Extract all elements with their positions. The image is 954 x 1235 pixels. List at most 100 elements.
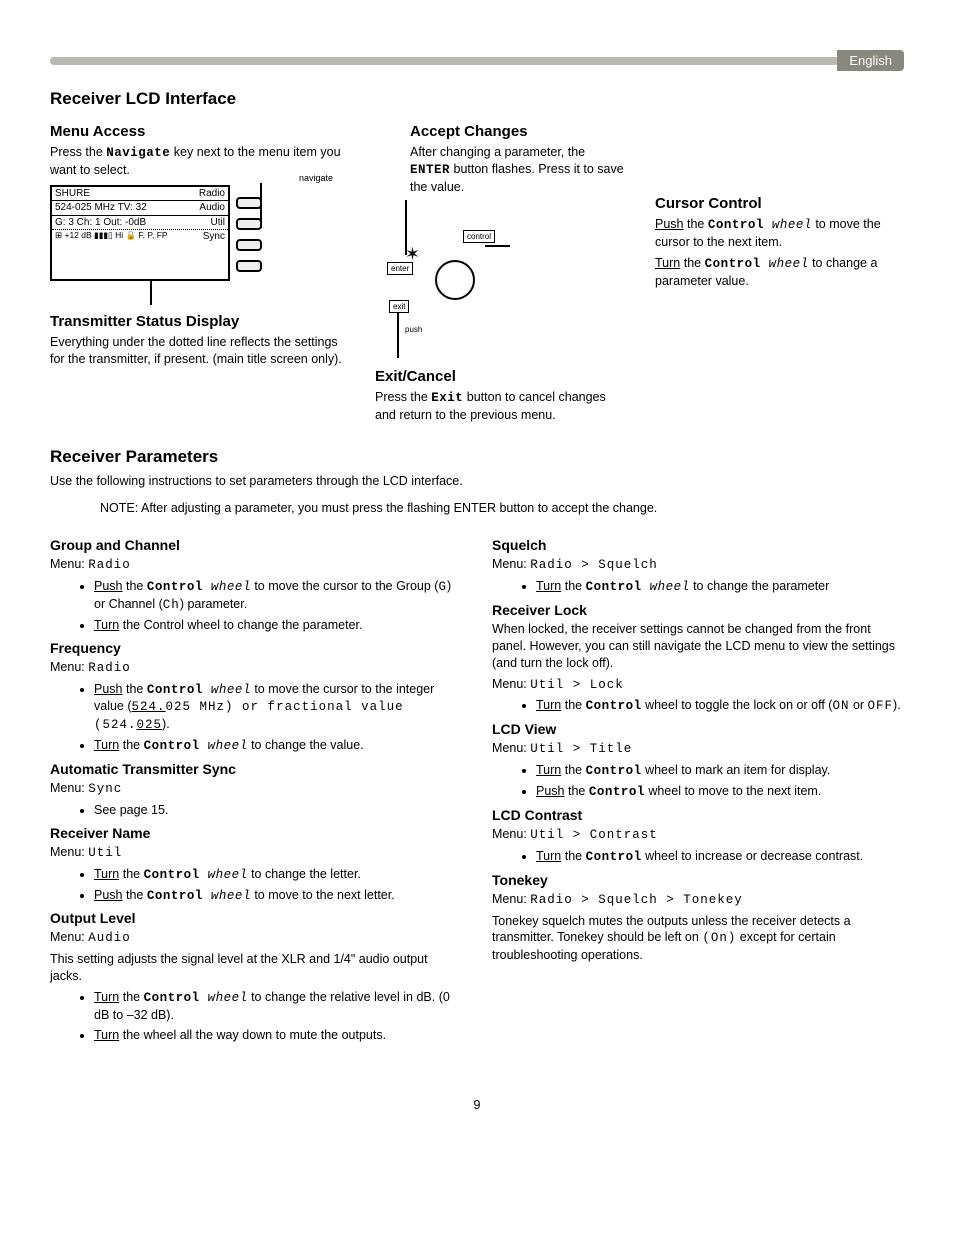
- t: to change the value.: [248, 738, 364, 752]
- lock-desc: When locked, the receiver settings canno…: [492, 621, 904, 672]
- out-list: Turn the Control wheel to change the rel…: [50, 989, 462, 1044]
- t: SHURE: [55, 188, 90, 200]
- sq-h: Squelch: [492, 537, 904, 553]
- t: Press the: [375, 390, 431, 404]
- out-h: Output Level: [50, 910, 462, 926]
- t: ).: [162, 717, 170, 731]
- accept-h: Accept Changes: [410, 123, 625, 140]
- cursor-p1: Push the Control wheel to move the curso…: [655, 216, 904, 251]
- accept-p: After changing a parameter, the ENTER bu…: [410, 144, 625, 196]
- t: to change the letter.: [248, 867, 361, 881]
- t: G: [438, 580, 447, 594]
- tone-h: Tonekey: [492, 872, 904, 888]
- t: wheel: [642, 580, 690, 594]
- lcd-diagram: navigate SHURERadio 524-025 MHz TV: 32Au…: [50, 173, 345, 281]
- t: Turn: [655, 256, 680, 270]
- t: G: 3 Ch: 1 Out: -0dB: [55, 217, 146, 229]
- t: Press the: [50, 145, 106, 159]
- contrast-menu: Menu: Util > Contrast: [492, 826, 904, 844]
- nav-btn: [236, 197, 262, 209]
- t: wheel: [203, 683, 251, 697]
- t: ).: [893, 698, 901, 712]
- contrast-h: LCD Contrast: [492, 807, 904, 823]
- gc-menu: Menu: Radio: [50, 556, 462, 574]
- enter-btn: enter: [387, 262, 413, 275]
- t: OFF: [868, 699, 894, 713]
- t: Menu:: [50, 845, 88, 859]
- gc-h: Group and Channel: [50, 537, 462, 553]
- t: Push: [94, 579, 123, 593]
- name-list: Turn the Control wheel to change the let…: [50, 866, 462, 905]
- nav-btn: [236, 239, 262, 251]
- t: Menu:: [50, 781, 88, 795]
- t: Radio > Squelch: [530, 558, 658, 572]
- section2-note: NOTE: After adjusting a parameter, you m…: [100, 500, 904, 517]
- name-h: Receiver Name: [50, 825, 462, 841]
- t: wheel: [764, 218, 812, 232]
- t: After changing a parameter, the: [410, 145, 585, 159]
- t: Turn: [536, 698, 561, 712]
- t: ) parameter.: [180, 597, 247, 611]
- t: 025: [137, 718, 163, 732]
- freq-list: Push the Control wheel to move the curso…: [50, 681, 462, 756]
- exit-btn: exit: [389, 300, 409, 313]
- t: Push: [536, 784, 565, 798]
- t: the: [123, 682, 147, 696]
- params-row: Group and Channel Menu: Radio Push the C…: [50, 531, 904, 1048]
- t: Radio: [88, 661, 131, 675]
- t: 524-025 MHz TV: 32: [55, 202, 147, 214]
- sq-list: Turn the Control wheel to change the par…: [492, 578, 904, 596]
- t: Menu:: [492, 892, 530, 906]
- sq-b1: Turn the Control wheel to change the par…: [536, 578, 904, 596]
- t: the: [684, 217, 708, 231]
- t: Control: [586, 850, 642, 864]
- t: Control: [705, 257, 761, 271]
- page-number: 9: [50, 1098, 904, 1112]
- out-b2: Turn the wheel all the way down to mute …: [94, 1027, 462, 1044]
- lock-menu: Menu: Util > Lock: [492, 676, 904, 694]
- t: Turn: [536, 763, 561, 777]
- t: wheel: [203, 889, 251, 903]
- t: the wheel all the way down to mute the o…: [119, 1028, 386, 1042]
- t: Audio: [199, 202, 225, 214]
- header-line: [50, 57, 839, 65]
- t: Control: [586, 699, 642, 713]
- section2-title: Receiver Parameters: [50, 447, 904, 467]
- t: 524.: [132, 700, 166, 714]
- freq-h: Frequency: [50, 640, 462, 656]
- t: Push: [655, 217, 684, 231]
- t: Radio: [88, 558, 131, 572]
- t: Control: [144, 991, 200, 1005]
- t: Turn: [536, 579, 561, 593]
- t: to change the parameter: [690, 579, 830, 593]
- t: Push: [94, 888, 123, 902]
- t: Turn: [94, 867, 119, 881]
- t: Util > Lock: [530, 678, 624, 692]
- t: Util: [88, 846, 122, 860]
- lcd-row3: G: 3 Ch: 1 Out: -0dBUtil: [52, 216, 228, 231]
- t: Turn: [94, 618, 119, 632]
- freq-menu: Menu: Radio: [50, 659, 462, 677]
- lcd-screen: SHURERadio 524-025 MHz TV: 32Audio G: 3 …: [50, 185, 230, 281]
- t: Menu:: [50, 930, 88, 944]
- freq-b1: Push the Control wheel to move the curso…: [94, 681, 462, 735]
- t: Audio: [88, 931, 131, 945]
- view-list: Turn the Control wheel to mark an item f…: [492, 762, 904, 801]
- nav-btn: [236, 260, 262, 272]
- gc-b1: Push the Control wheel to move the curso…: [94, 578, 462, 614]
- col-mid: Accept Changes After changing a paramete…: [375, 115, 625, 427]
- out-menu: Menu: Audio: [50, 929, 462, 947]
- params-left: Group and Channel Menu: Radio Push the C…: [50, 531, 462, 1048]
- t: the: [561, 579, 585, 593]
- transmitter-h: Transmitter Status Display: [50, 313, 345, 330]
- transmitter-p: Everything under the dotted line reflect…: [50, 334, 345, 368]
- t: Control: [144, 739, 200, 753]
- t: ENTER: [410, 163, 450, 177]
- connector: [397, 313, 399, 358]
- t: Menu:: [492, 677, 530, 691]
- nav-btn: [236, 218, 262, 230]
- t: (On): [702, 931, 736, 945]
- tone-desc: Tonekey squelch mutes the outputs unless…: [492, 913, 904, 965]
- sync-menu: Menu: Sync: [50, 780, 462, 798]
- contrast-list: Turn the Control wheel to increase or de…: [492, 848, 904, 866]
